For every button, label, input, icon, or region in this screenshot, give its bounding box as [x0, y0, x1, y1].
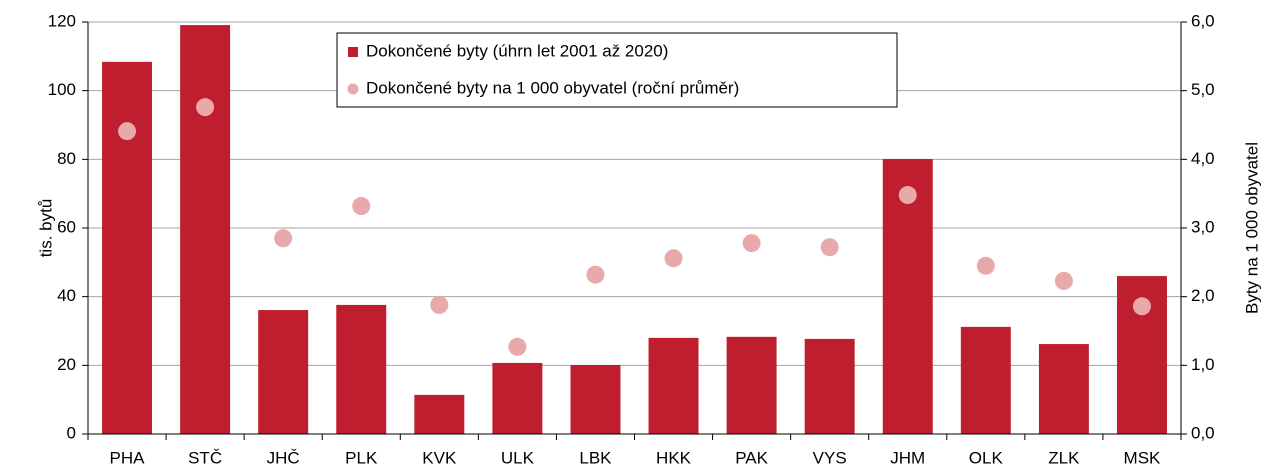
- dot: [898, 186, 917, 205]
- y-tick-label: 0: [67, 423, 76, 442]
- x-tick-label: KVK: [422, 448, 457, 467]
- bar: [180, 25, 231, 435]
- x-tick-label: JHČ: [267, 448, 300, 467]
- dot: [430, 295, 449, 314]
- x-tick-label: ZLK: [1048, 448, 1080, 467]
- dot: [274, 229, 293, 248]
- y2-axis-label: Byty na 1 000 obyvatel: [1242, 142, 1261, 314]
- bar: [336, 304, 387, 434]
- y2-tick-label: 5,0: [1191, 80, 1215, 99]
- bar: [492, 362, 543, 434]
- dot: [976, 256, 995, 275]
- legend-swatch: [347, 83, 359, 95]
- y2-tick-label: 6,0: [1191, 11, 1215, 30]
- dot: [1054, 271, 1073, 290]
- legend-swatch: [348, 47, 358, 57]
- dot: [1132, 297, 1151, 316]
- dot: [586, 265, 605, 284]
- y2-tick-label: 3,0: [1191, 217, 1215, 236]
- bar: [726, 336, 777, 434]
- x-tick-label: MSK: [1124, 448, 1162, 467]
- x-tick-label: LBK: [579, 448, 612, 467]
- bar: [1038, 344, 1089, 434]
- y-tick-label: 40: [57, 286, 76, 305]
- y-tick-label: 20: [57, 355, 76, 374]
- bar: [960, 326, 1011, 434]
- x-tick-label: ULK: [501, 448, 535, 467]
- bar: [102, 61, 153, 435]
- dot: [742, 234, 761, 253]
- bar: [882, 158, 933, 435]
- bar: [570, 364, 621, 434]
- dot: [352, 197, 371, 216]
- dot: [664, 249, 683, 268]
- x-tick-label: STČ: [188, 448, 222, 467]
- y-tick-label: 60: [57, 217, 76, 236]
- dot: [118, 122, 137, 141]
- y2-tick-label: 2,0: [1191, 286, 1215, 305]
- x-tick-label: PAK: [735, 448, 768, 467]
- dot: [196, 98, 215, 117]
- y-tick-label: 100: [48, 80, 76, 99]
- y-tick-label: 80: [57, 149, 76, 168]
- legend-label: Dokončené byty (úhrn let 2001 až 2020): [366, 41, 668, 60]
- dot: [820, 238, 839, 257]
- x-tick-label: PHA: [110, 448, 146, 467]
- legend-label: Dokončené byty na 1 000 obyvatel (roční …: [366, 78, 739, 97]
- y2-tick-label: 1,0: [1191, 355, 1215, 374]
- x-tick-label: VYS: [813, 448, 847, 467]
- y2-tick-label: 4,0: [1191, 149, 1215, 168]
- bar: [804, 338, 855, 434]
- bar: [258, 310, 309, 434]
- x-tick-label: PLK: [345, 448, 378, 467]
- bar: [648, 337, 699, 434]
- x-tick-label: JHM: [890, 448, 925, 467]
- y-tick-label: 120: [48, 11, 76, 30]
- legend-box: [336, 32, 898, 108]
- y2-tick-label: 0,0: [1191, 423, 1215, 442]
- x-tick-label: HKK: [656, 448, 692, 467]
- y-axis-label: tis. bytů: [36, 199, 55, 258]
- dot: [508, 337, 527, 356]
- bar: [414, 394, 465, 434]
- x-tick-label: OLK: [969, 448, 1004, 467]
